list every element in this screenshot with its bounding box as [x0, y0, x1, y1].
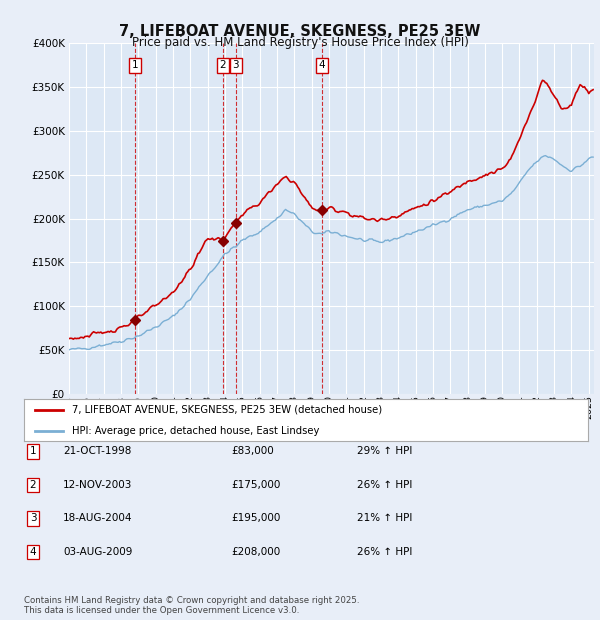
Text: 4: 4 [319, 60, 325, 70]
Text: 2: 2 [220, 60, 226, 70]
Text: 3: 3 [29, 513, 37, 523]
Text: 21% ↑ HPI: 21% ↑ HPI [357, 513, 412, 523]
Text: £208,000: £208,000 [231, 547, 280, 557]
Text: £83,000: £83,000 [231, 446, 274, 456]
Text: 03-AUG-2009: 03-AUG-2009 [63, 547, 133, 557]
Text: £195,000: £195,000 [231, 513, 280, 523]
Text: 4: 4 [29, 547, 37, 557]
Text: 12-NOV-2003: 12-NOV-2003 [63, 480, 133, 490]
Text: 18-AUG-2004: 18-AUG-2004 [63, 513, 133, 523]
Text: 26% ↑ HPI: 26% ↑ HPI [357, 547, 412, 557]
Text: Contains HM Land Registry data © Crown copyright and database right 2025.
This d: Contains HM Land Registry data © Crown c… [24, 596, 359, 615]
Text: 26% ↑ HPI: 26% ↑ HPI [357, 480, 412, 490]
Text: HPI: Average price, detached house, East Lindsey: HPI: Average price, detached house, East… [72, 426, 319, 436]
Text: 7, LIFEBOAT AVENUE, SKEGNESS, PE25 3EW: 7, LIFEBOAT AVENUE, SKEGNESS, PE25 3EW [119, 24, 481, 38]
Text: 1: 1 [131, 60, 138, 70]
Text: £175,000: £175,000 [231, 480, 280, 490]
Text: 1: 1 [29, 446, 37, 456]
Text: 2: 2 [29, 480, 37, 490]
Text: 7, LIFEBOAT AVENUE, SKEGNESS, PE25 3EW (detached house): 7, LIFEBOAT AVENUE, SKEGNESS, PE25 3EW (… [72, 405, 382, 415]
Text: 3: 3 [233, 60, 239, 70]
Text: Price paid vs. HM Land Registry's House Price Index (HPI): Price paid vs. HM Land Registry's House … [131, 36, 469, 49]
Text: 21-OCT-1998: 21-OCT-1998 [63, 446, 131, 456]
Text: 29% ↑ HPI: 29% ↑ HPI [357, 446, 412, 456]
